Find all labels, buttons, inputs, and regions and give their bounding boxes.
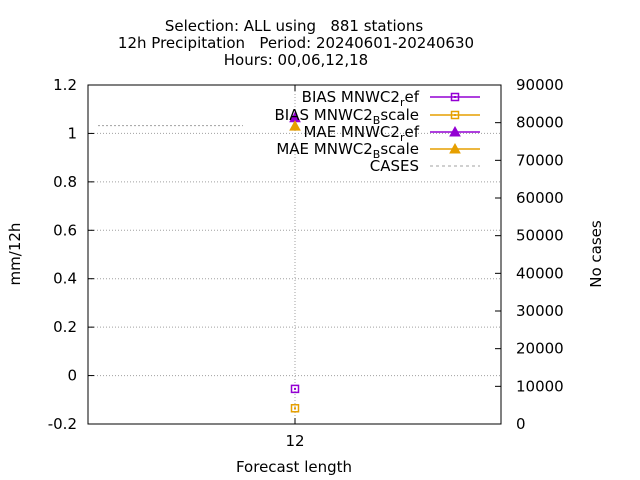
y2-tick-label: 0 — [516, 415, 526, 433]
data-point — [290, 404, 300, 413]
plot-frame — [87, 84, 502, 425]
data-point-dot — [294, 407, 296, 410]
y-axis-ticks: -0.2 0 0.2 0.4 0.6 0.8 1 1.2 — [48, 76, 94, 433]
legend-label: BIAS MNWC2Bscale — [275, 106, 419, 127]
y2-tick-label: 30000 — [516, 302, 564, 320]
y2-tick-label: 60000 — [516, 189, 564, 207]
data-point — [289, 120, 301, 131]
data-point — [290, 384, 300, 394]
data-point-dot — [294, 387, 296, 390]
y-axis-label: mm/12h — [6, 223, 24, 286]
y2-tick-label: 90000 — [516, 76, 564, 94]
y-tick-label: 1 — [67, 124, 77, 142]
legend-label: CASES — [370, 157, 419, 175]
y2-tick-label: 70000 — [516, 151, 564, 169]
y-tick-label: 0 — [67, 367, 77, 385]
x-axis-label: Forecast length — [236, 458, 352, 476]
legend-marker — [449, 125, 461, 137]
y-tick-label: 1.2 — [53, 76, 77, 94]
chart-title-line-3: Hours: 00,06,12,18 — [224, 51, 368, 69]
legend-label: BIAS MNWC2ref — [302, 88, 420, 109]
legend-marker — [450, 110, 460, 120]
y2-tick-label: 40000 — [516, 264, 564, 282]
y2-tick-label: 50000 — [516, 227, 564, 245]
legend-marker — [450, 92, 460, 102]
y-tick-label: 0.8 — [53, 173, 77, 191]
y2-tick-label: 80000 — [516, 114, 564, 132]
x-tick-label: 12 — [285, 432, 304, 450]
legend-marker — [449, 142, 461, 154]
chart-title: Selection: ALL using 881 stations 12h Pr… — [118, 17, 474, 69]
y-tick-label: 0.4 — [53, 270, 77, 288]
chart-title-line-1: Selection: ALL using 881 stations — [165, 17, 424, 35]
y-tick-label: -0.2 — [48, 415, 77, 433]
y2-axis-ticks: 0 10000 20000 30000 40000 50000 60000 70000 8000… — [495, 76, 564, 433]
x-axis-ticks: 12 — [285, 85, 305, 450]
y-tick-label: 0.2 — [53, 318, 77, 336]
legend-marker-dot — [454, 114, 456, 116]
grid-lines — [88, 85, 501, 424]
legend-label: MAE MNWC2Bscale — [276, 140, 419, 161]
y-tick-label: 0.6 — [53, 221, 77, 239]
y2-tick-label: 20000 — [516, 340, 564, 358]
data-points — [289, 111, 301, 413]
legend-marker-dot — [454, 96, 456, 98]
chart-title-line-2: 12h Precipitation Period: 20240601-20240… — [118, 34, 474, 52]
legend-label: MAE MNWC2ref — [303, 123, 419, 144]
y2-axis-label: No cases — [587, 220, 605, 288]
y2-tick-label: 10000 — [516, 377, 564, 395]
